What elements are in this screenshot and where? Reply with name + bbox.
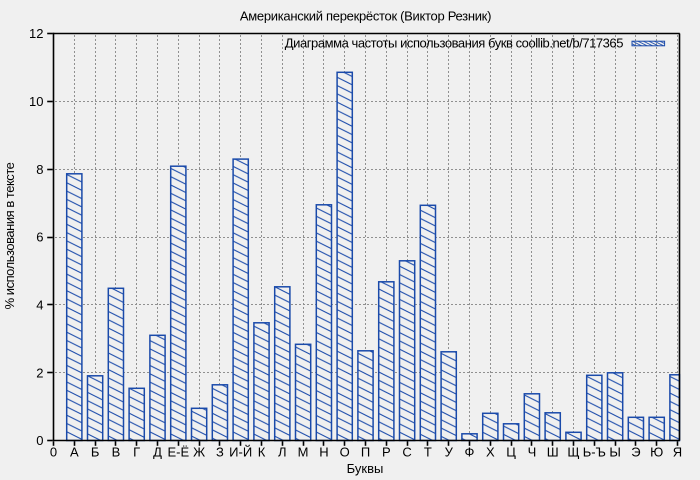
svg-text:Буквы: Буквы [347,461,384,476]
svg-text:Американский перекрёсток (Викт: Американский перекрёсток (Виктор Резник) [240,8,491,23]
svg-text:Ф: Ф [465,445,475,460]
svg-text:В: В [112,445,121,460]
svg-text:П: П [361,445,370,460]
svg-text:С: С [402,445,411,460]
svg-text:Н: Н [319,445,328,460]
svg-text:З: З [216,445,224,460]
svg-text:0: 0 [50,445,57,460]
svg-text:Ш: Ш [547,445,559,460]
svg-text:0: 0 [36,433,43,448]
svg-text:10: 10 [29,94,43,109]
svg-text:8: 8 [36,162,43,177]
svg-text:Е-Ё: Е-Ё [167,445,189,460]
svg-text:Р: Р [382,445,391,460]
svg-text:Ы: Ы [609,445,621,460]
svg-text:6: 6 [36,230,43,245]
svg-text:Ж: Ж [193,445,205,460]
svg-text:Щ: Щ [567,445,579,460]
svg-text:Г: Г [133,445,140,460]
svg-text:4: 4 [36,297,43,312]
svg-text:Э: Э [631,445,640,460]
svg-text:И-Й: И-Й [229,445,252,460]
svg-text:Б: Б [91,445,100,460]
svg-text:12: 12 [29,26,43,41]
svg-text:Диаграмма частоты использовани: Диаграмма частоты использования букв coo… [285,36,623,51]
svg-text:2: 2 [36,365,43,380]
svg-text:Ь-Ъ: Ь-Ъ [583,445,606,460]
svg-text:Т: Т [424,445,432,460]
svg-text:М: М [298,445,309,460]
svg-text:Ч: Ч [528,445,537,460]
svg-text:% использования в тексте: % использования в тексте [2,162,17,309]
svg-text:У: У [445,445,454,460]
svg-text:Д: Д [153,445,162,460]
svg-text:О: О [340,445,350,460]
svg-text:Л: Л [278,445,287,460]
svg-text:К: К [258,445,266,460]
svg-text:Ю: Ю [650,445,663,460]
svg-text:Х: Х [486,445,495,460]
svg-text:А: А [70,445,79,460]
svg-text:Я: Я [673,445,682,460]
svg-text:Ц: Ц [506,445,516,460]
